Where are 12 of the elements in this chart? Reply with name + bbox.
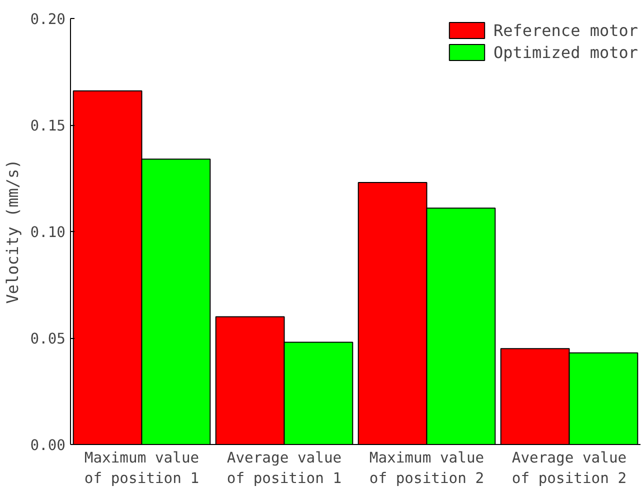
legend-label: Reference motor bbox=[494, 20, 638, 40]
x-tick-label: Maximum value of position 1 bbox=[84, 450, 200, 487]
x-tick-label: Maximum value of position 2 bbox=[369, 450, 484, 487]
legend-label: Optimized motor bbox=[494, 42, 638, 62]
x-tick-label: Average value of position 2 bbox=[512, 450, 627, 487]
y-tick-label: 0.20 bbox=[30, 11, 66, 28]
y-tick-label: 0.15 bbox=[30, 118, 66, 134]
y-tick-label: 0.05 bbox=[30, 330, 66, 348]
y-tick-label: 0.00 bbox=[30, 437, 66, 454]
y-tick-label: 0.10 bbox=[30, 224, 66, 241]
x-tick-label: Average value of position 1 bbox=[226, 450, 342, 487]
y-axis-title: Velocity (mm/s) bbox=[3, 159, 22, 304]
